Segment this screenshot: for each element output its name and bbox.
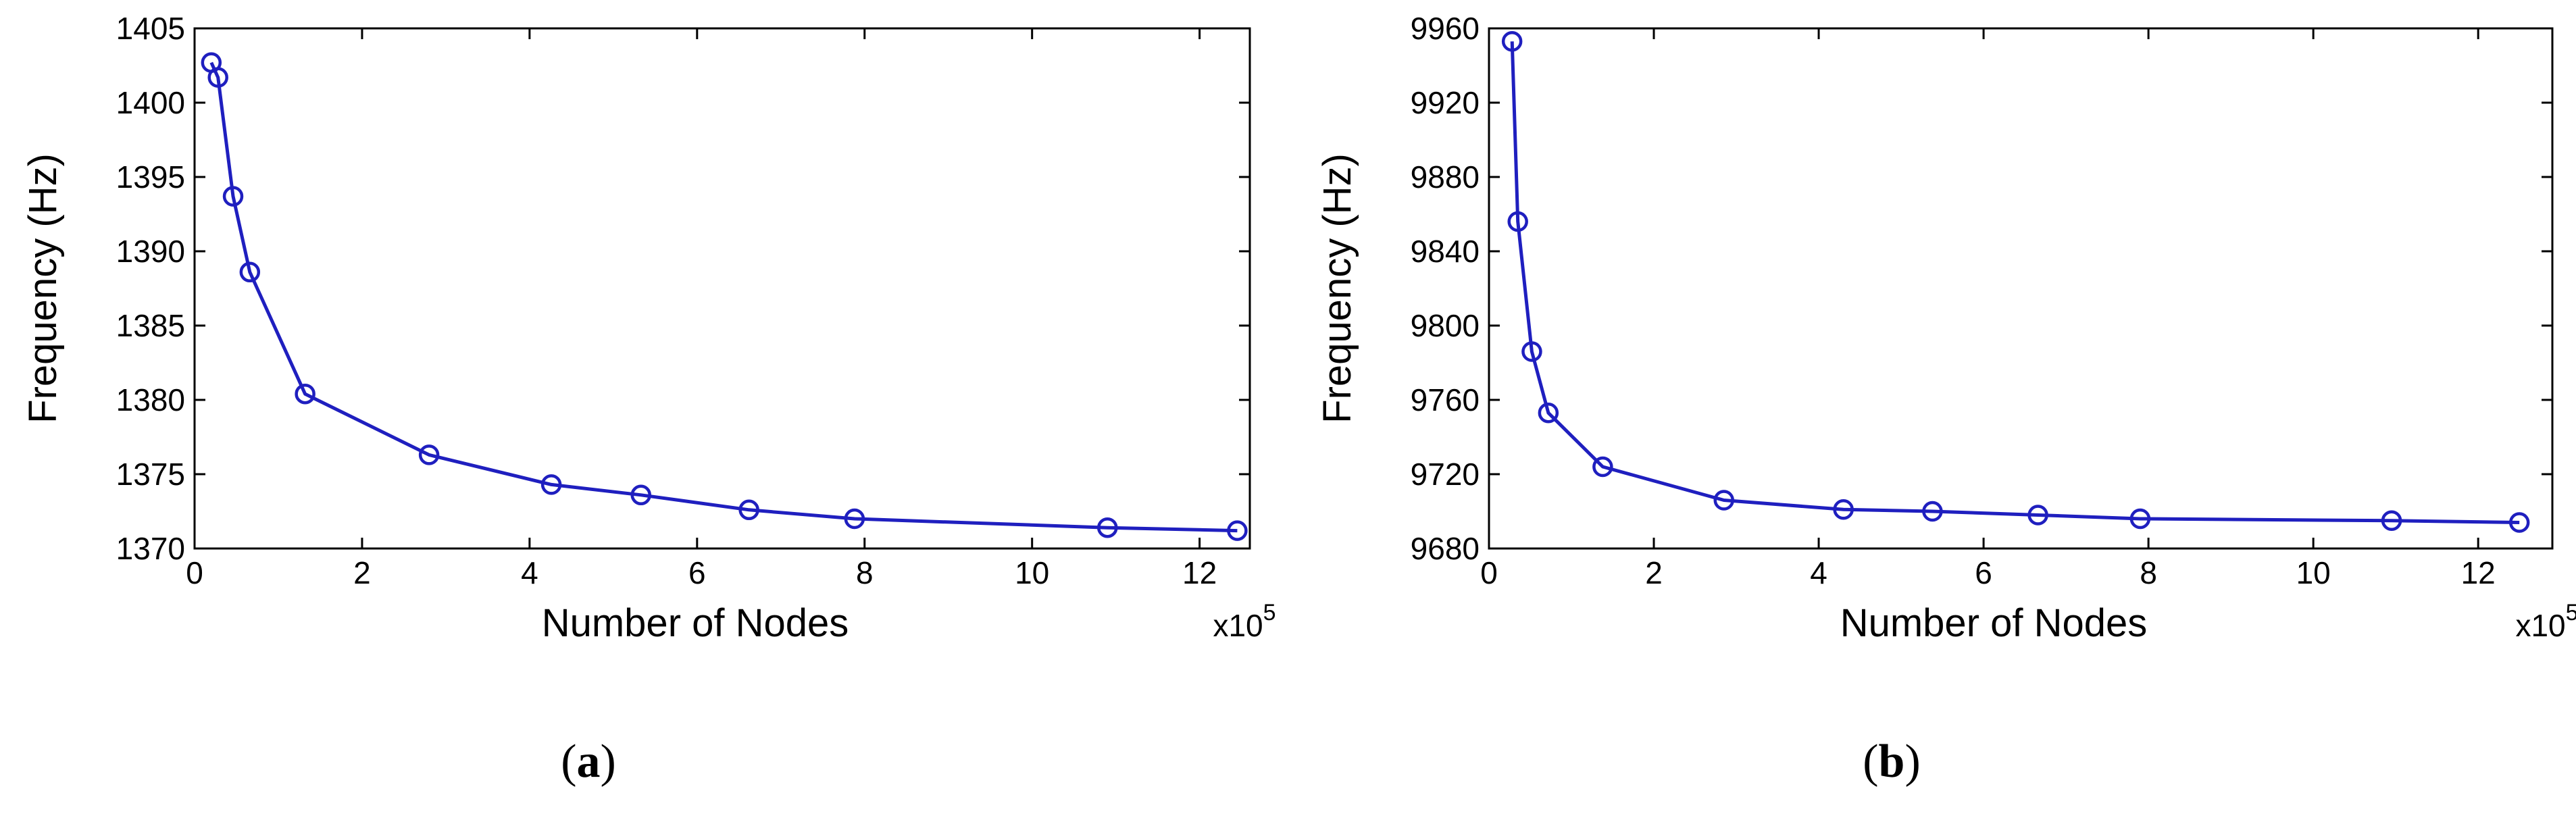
y-tick-label: 9960: [1411, 11, 1480, 46]
data-point: [844, 508, 865, 530]
data-point: [1227, 520, 1248, 541]
x-tick-label: 0: [186, 555, 203, 590]
plot-frame: [1488, 27, 2554, 550]
x-tick-label: 12: [2461, 555, 2496, 590]
x-tick-label: 8: [2140, 555, 2157, 590]
data-point: [295, 383, 315, 405]
x-axis-label: Number of Nodes: [1840, 601, 2148, 645]
y-tick-label: 9680: [1411, 531, 1480, 566]
x-tick-label: 12: [1182, 555, 1217, 590]
y-tick-label: 9880: [1411, 159, 1480, 195]
caption-a: (a): [561, 736, 616, 788]
x-tick-label: 6: [1975, 555, 1992, 590]
chart-panel-b: 0 2 4 6 8 10 12 9680 9720 9760 9800 9840 9880 9920 996…: [1315, 11, 2576, 645]
data-point: [2027, 505, 2048, 526]
plot-frame: [193, 27, 1251, 550]
y-tick-label: 9840: [1411, 234, 1480, 269]
x-tick-label: 2: [353, 555, 371, 590]
x-tick-label: 10: [1015, 555, 1049, 590]
x-axis-multiplier: x105: [2515, 600, 2576, 643]
y-axis-label: Frequency (Hz): [1315, 153, 1359, 424]
y-tick-label: 1375: [116, 457, 185, 492]
x-tick-label: 0: [1480, 555, 1498, 590]
data-point: [738, 499, 759, 521]
y-axis-label: Frequency (Hz): [21, 153, 65, 424]
x-tick-label: 4: [521, 555, 538, 590]
x-tick-label: 2: [1645, 555, 1663, 590]
y-tick-label: 9800: [1411, 308, 1480, 343]
data-point: [2508, 512, 2530, 533]
data-point: [239, 261, 261, 283]
data-point: [630, 484, 652, 506]
data-point: [2129, 508, 2151, 530]
data-point: [1097, 517, 1118, 538]
data-point: [1538, 403, 1559, 424]
caption-b: (b): [1863, 736, 1921, 788]
y-tick-label: 1400: [116, 85, 185, 120]
y-tick-label: 1385: [116, 308, 185, 343]
x-axis-label: Number of Nodes: [542, 601, 849, 645]
x-tick-label: 10: [2296, 555, 2331, 590]
data-point: [1833, 499, 1854, 520]
data-point: [1507, 211, 1528, 232]
y-tick-label: 1390: [116, 234, 185, 269]
series-line: [1510, 41, 2520, 524]
x-tick-label: 6: [688, 555, 706, 590]
y-tick-label: 1380: [116, 382, 185, 417]
data-point: [1521, 341, 1542, 362]
data-point: [540, 474, 562, 495]
data-point: [222, 186, 244, 207]
series-line: [209, 61, 1238, 533]
chart-panel-a: 0 2 4 6 8 10 12 1370 1375 1380 1385 1390 1395 1400 140…: [21, 11, 1276, 645]
data-point: [1592, 456, 1613, 478]
y-tick-label: 9920: [1411, 85, 1480, 120]
data-point: [2381, 510, 2402, 531]
x-axis-multiplier: x105: [1213, 600, 1276, 643]
data-point: [1922, 501, 1943, 522]
y-tick-label: 9720: [1411, 457, 1480, 492]
data-point: [418, 444, 440, 465]
x-tick-label: 4: [1810, 555, 1827, 590]
y-tick-label: 1395: [116, 159, 185, 195]
data-point: [1713, 490, 1734, 511]
data-point: [1501, 31, 1523, 52]
y-tick-label: 1405: [116, 11, 185, 46]
x-tick-label: 8: [856, 555, 874, 590]
data-point: [207, 67, 228, 88]
y-tick-label: 1370: [116, 531, 185, 566]
y-tick-label: 9760: [1411, 382, 1480, 417]
